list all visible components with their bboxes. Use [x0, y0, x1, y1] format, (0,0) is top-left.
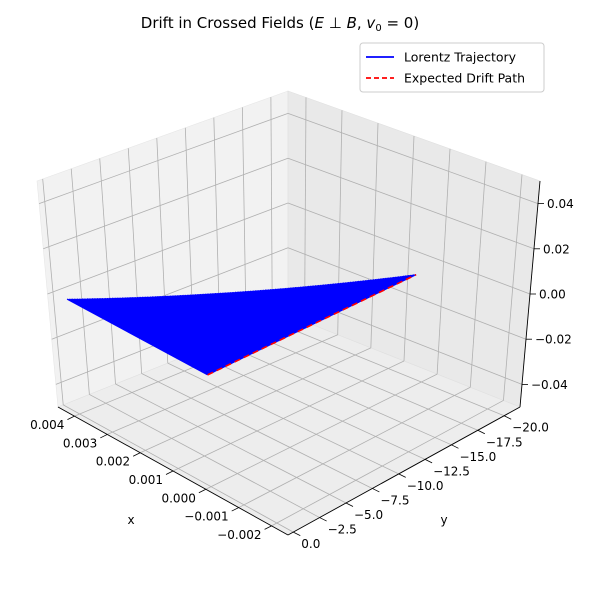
x-tick-mark: [100, 434, 107, 438]
y-tick-label: 0.0: [301, 537, 320, 551]
z-tick-label: 0.02: [543, 242, 570, 256]
x-tick-label: 0.001: [129, 473, 163, 487]
y-tick-mark: [399, 474, 406, 478]
legend-label-trajectory: Lorentz Trajectory: [404, 50, 517, 65]
x-tick-label: −0.001: [184, 510, 228, 524]
x-tick-label: 0.000: [161, 491, 195, 505]
x-tick-label: −0.002: [217, 528, 261, 542]
legend-label-drift: Expected Drift Path: [404, 71, 525, 86]
y-tick-mark: [320, 518, 327, 522]
x-tick-label: 0.002: [96, 455, 130, 469]
z-tick-label: −0.02: [535, 333, 572, 347]
x-tick-label: 0.003: [63, 436, 97, 450]
y-tick-label: −12.5: [433, 464, 470, 478]
y-tick-mark: [504, 416, 511, 420]
legend: Lorentz Trajectory Expected Drift Path: [360, 43, 544, 92]
x-tick-mark: [166, 471, 173, 475]
y-tick-label: −7.5: [380, 493, 409, 507]
y-tick-mark: [451, 445, 458, 449]
y-tick-mark: [425, 459, 432, 463]
y-tick-label: −20.0: [512, 421, 549, 435]
x-axis-label: x: [127, 513, 134, 527]
y-tick-mark: [372, 488, 379, 492]
x-tick-mark: [265, 526, 272, 530]
y-tick-label: −10.0: [407, 479, 444, 493]
y-tick-mark: [293, 532, 300, 536]
y-axis-label: y: [440, 513, 447, 527]
x-tick-label: 0.004: [30, 418, 64, 432]
z-tick-label: 0.00: [539, 288, 566, 302]
x-tick-mark: [133, 453, 140, 457]
y-tick-mark: [478, 430, 485, 434]
y-tick-label: −17.5: [486, 435, 523, 449]
x-tick-mark: [199, 489, 206, 493]
x-tick-mark: [232, 508, 239, 512]
y-tick-label: −15.0: [459, 450, 496, 464]
y-tick-label: −5.0: [354, 508, 383, 522]
x-tick-mark: [67, 416, 74, 420]
z-tick-label: −0.04: [531, 378, 568, 392]
y-tick-label: −2.5: [328, 523, 357, 537]
y-tick-mark: [346, 503, 353, 507]
chart-title: Drift in Crossed Fields (E ⊥ B, v0 = 0): [141, 14, 419, 34]
z-tick-label: 0.04: [547, 197, 574, 211]
